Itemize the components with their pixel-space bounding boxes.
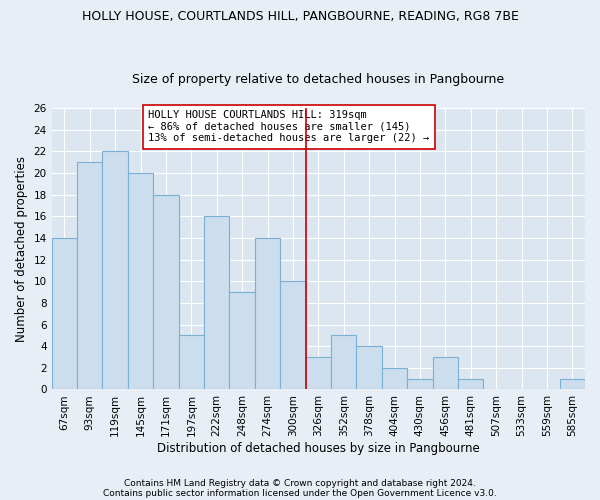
Y-axis label: Number of detached properties: Number of detached properties (15, 156, 28, 342)
Bar (280, 281, 305, 390)
Bar (153, 194, 179, 390)
Bar (103, 152, 128, 390)
Text: Contains public sector information licensed under the Open Government Licence v3: Contains public sector information licen… (103, 488, 497, 498)
Bar (331, 336, 356, 390)
Bar (382, 368, 407, 390)
Bar (204, 216, 229, 390)
Bar (305, 357, 331, 390)
Text: HOLLY HOUSE COURTLANDS HILL: 319sqm
← 86% of detached houses are smaller (145)
1: HOLLY HOUSE COURTLANDS HILL: 319sqm ← 86… (148, 110, 430, 144)
X-axis label: Distribution of detached houses by size in Pangbourne: Distribution of detached houses by size … (157, 442, 480, 455)
Bar (560, 378, 585, 390)
Bar (52, 238, 77, 390)
Bar (255, 238, 280, 390)
Bar (77, 162, 103, 390)
Bar (407, 378, 433, 390)
Bar (433, 357, 458, 390)
Text: Contains HM Land Registry data © Crown copyright and database right 2024.: Contains HM Land Registry data © Crown c… (124, 478, 476, 488)
Bar (356, 346, 382, 390)
Bar (458, 378, 484, 390)
Bar (179, 336, 204, 390)
Bar (128, 173, 153, 390)
Title: Size of property relative to detached houses in Pangbourne: Size of property relative to detached ho… (132, 73, 505, 86)
Text: HOLLY HOUSE, COURTLANDS HILL, PANGBOURNE, READING, RG8 7BE: HOLLY HOUSE, COURTLANDS HILL, PANGBOURNE… (82, 10, 518, 23)
Bar (229, 292, 255, 390)
